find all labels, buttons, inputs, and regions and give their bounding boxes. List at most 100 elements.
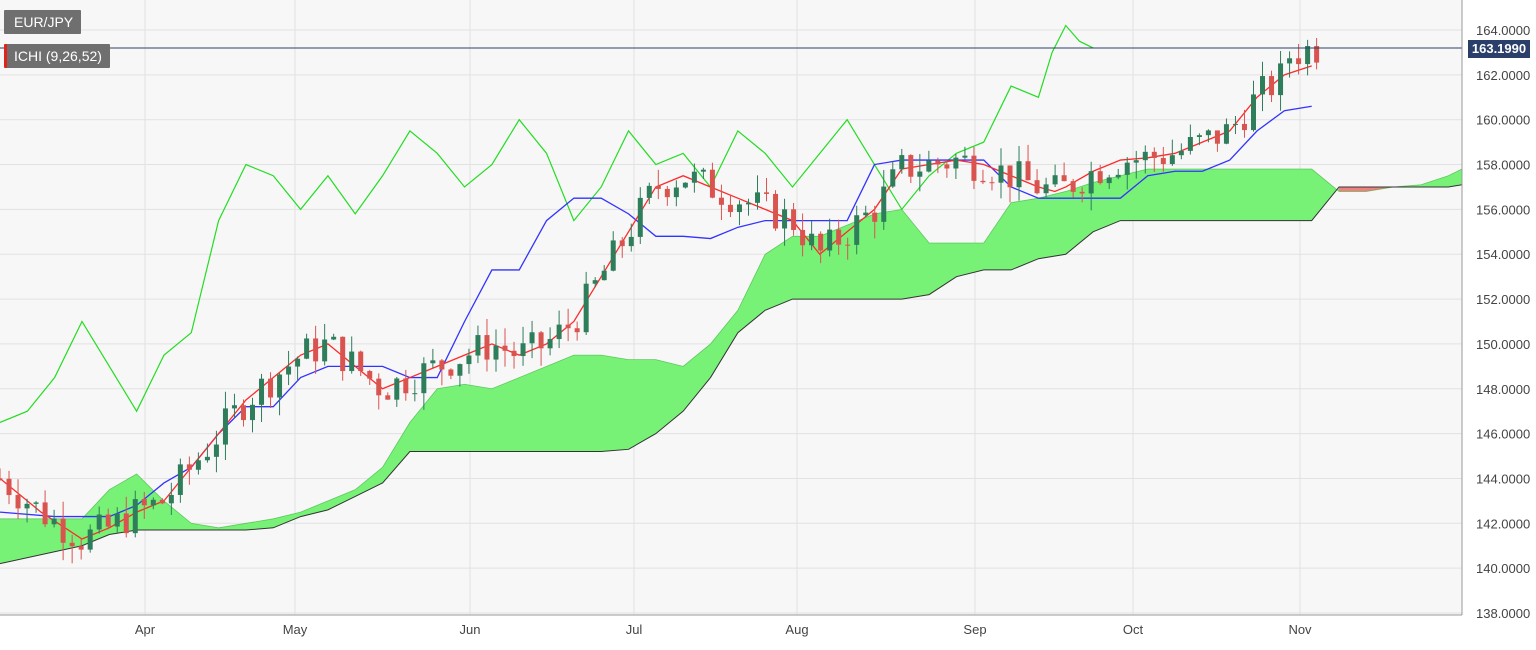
candle-bullish: [1088, 171, 1094, 194]
candle-bullish: [421, 363, 427, 394]
candle-bullish: [673, 187, 679, 198]
candle-bearish: [484, 335, 490, 360]
y-tick-label: 140.0000: [1476, 561, 1530, 576]
candle-bullish: [1305, 46, 1311, 65]
y-axis: 138.0000 140.0000 142.0000 144.0000 146.0000…: [1476, 23, 1530, 621]
candle-bearish: [1160, 157, 1166, 165]
candle-bullish: [881, 186, 887, 222]
x-axis: Apr May Jun Jul Aug Sep Oct Nov: [135, 622, 1312, 637]
candle-bullish: [1187, 137, 1193, 151]
candle-bullish: [96, 514, 102, 530]
candle-bullish: [1205, 130, 1211, 136]
candle-bearish: [944, 164, 950, 169]
y-tick-label: 142.0000: [1476, 516, 1530, 531]
y-tick-label: 138.0000: [1476, 606, 1530, 621]
last-price-tag: 163.1990: [1468, 40, 1530, 58]
candle-bullish: [457, 364, 463, 376]
indicator-label[interactable]: ICHI (9,26,52): [4, 44, 110, 68]
candle-bearish: [69, 542, 75, 547]
candle-bearish: [1314, 46, 1320, 63]
y-tick-label: 150.0000: [1476, 337, 1530, 352]
candle-bearish: [908, 155, 914, 177]
candle-bullish: [24, 503, 30, 509]
candle-bearish: [565, 324, 571, 329]
candle-bullish: [1142, 151, 1148, 161]
grid: [0, 0, 1462, 615]
candle-bearish: [6, 478, 12, 496]
candle-bearish: [1241, 123, 1247, 131]
candle-bullish: [592, 280, 598, 284]
candle-bearish: [791, 209, 797, 230]
candle-bullish: [691, 171, 697, 183]
candle-bullish: [331, 336, 337, 340]
candle-bearish: [538, 332, 544, 349]
cloud-bearish: [1339, 186, 1394, 192]
candle-bullish: [213, 444, 219, 457]
candle-bullish: [277, 374, 283, 398]
x-tick-label: Apr: [135, 622, 156, 637]
candle-bullish: [1223, 124, 1229, 144]
candle-bearish: [872, 212, 878, 222]
plot-background: [0, 0, 1462, 615]
y-tick-label: 156.0000: [1476, 202, 1530, 217]
candle-bullish: [412, 393, 418, 395]
candle-bullish: [583, 283, 589, 333]
candle-bullish: [493, 345, 499, 360]
candle-bearish: [1061, 175, 1067, 182]
candle-bearish: [773, 193, 779, 229]
candle-bullish: [953, 157, 959, 169]
candle-bearish: [709, 169, 715, 198]
candle-bullish: [1106, 177, 1112, 184]
candle-bearish: [0, 478, 3, 480]
y-tick-label: 148.0000: [1476, 382, 1530, 397]
candle-bullish: [682, 182, 688, 188]
y-tick-label: 162.0000: [1476, 68, 1530, 83]
candle-bearish: [971, 155, 977, 181]
candle-bullish: [231, 405, 237, 409]
candle-bullish: [322, 339, 328, 362]
candle-bearish: [385, 395, 391, 400]
candle-bullish: [222, 408, 228, 445]
x-tick-label: May: [283, 622, 308, 637]
candle-bearish: [619, 240, 625, 247]
candle-bearish: [1070, 181, 1076, 192]
candle-bullish: [782, 209, 788, 229]
y-tick-label: 146.0000: [1476, 427, 1530, 442]
y-tick-label: 160.0000: [1476, 113, 1530, 128]
candle-bullish: [1232, 123, 1238, 125]
candle-bearish: [367, 371, 373, 379]
candle-bullish: [349, 351, 355, 372]
candle-bearish: [1214, 130, 1220, 144]
candle-bullish: [1169, 155, 1175, 165]
candle-bullish: [547, 339, 553, 349]
candle-bullish: [700, 169, 706, 172]
candle-bearish: [980, 180, 986, 183]
chikou-span-line: [0, 24, 1094, 423]
candle-bullish: [755, 192, 761, 203]
candle-bullish: [610, 240, 616, 271]
candle-bullish: [962, 155, 968, 158]
candle-bullish: [475, 335, 481, 356]
candle-bullish: [466, 355, 472, 365]
symbol-label[interactable]: EUR/JPY: [4, 10, 82, 34]
candle-bearish: [313, 338, 319, 362]
candle-bullish: [51, 518, 57, 525]
x-tick-label: Jun: [460, 622, 481, 637]
candles: [0, 38, 1320, 564]
candle-bearish: [78, 546, 84, 550]
x-tick-label: Nov: [1288, 622, 1312, 637]
candle-bullish: [827, 229, 833, 251]
candle-bullish: [304, 338, 310, 359]
candle-bullish: [114, 513, 120, 527]
candle-bullish: [736, 204, 742, 213]
candle-bullish: [745, 202, 751, 205]
candle-bullish: [628, 236, 634, 247]
candle-bullish: [1178, 150, 1184, 156]
candle-bearish: [240, 405, 246, 421]
candle-bearish: [935, 160, 941, 165]
candle-bearish: [764, 192, 770, 194]
candle-bullish: [195, 460, 201, 470]
candle-bearish: [340, 336, 346, 372]
candle-bullish: [601, 270, 607, 281]
x-tick-label: Sep: [963, 622, 986, 637]
